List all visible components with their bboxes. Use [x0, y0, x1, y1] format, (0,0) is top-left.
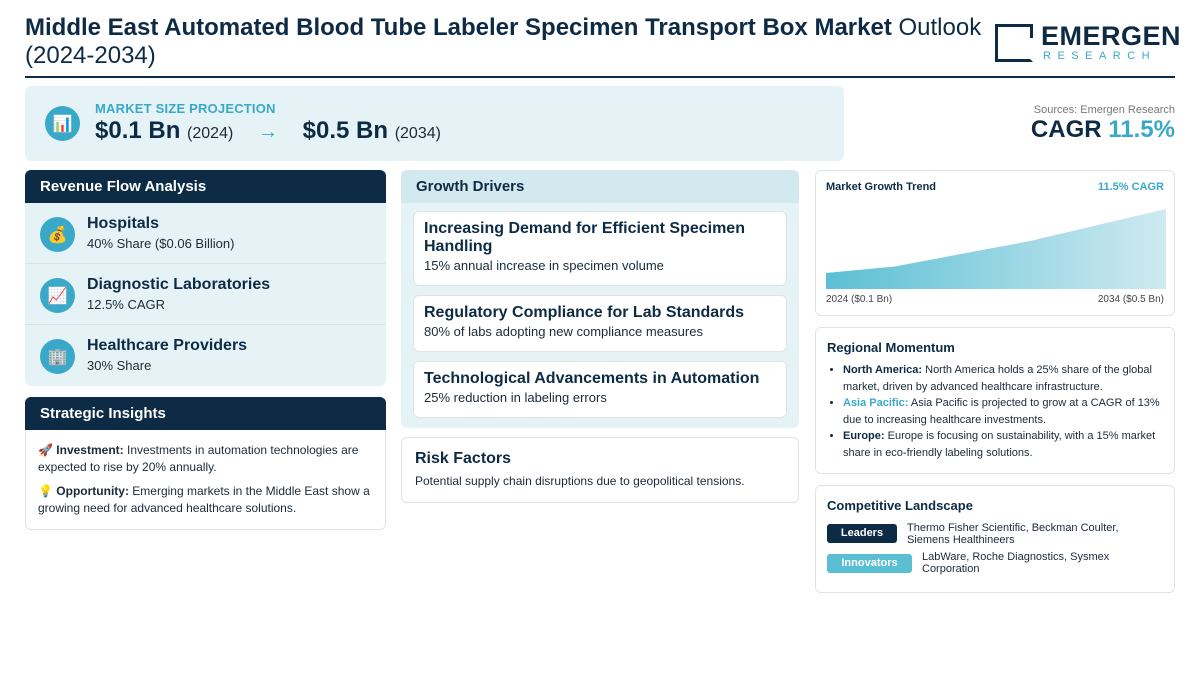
- region-name: Asia Pacific:: [843, 397, 909, 409]
- end-year: (2034): [394, 125, 441, 142]
- opportunity-text: Emerging markets in the Middle East show…: [38, 484, 370, 515]
- region-item: Asia Pacific: Asia Pacific is projected …: [843, 395, 1165, 428]
- revenue-item: 💰 Hospitals 40% Share ($0.06 Billion): [25, 203, 386, 264]
- competitive-landscape-panel: Competitive Landscape Leaders Thermo Fis…: [815, 485, 1175, 593]
- title-light: Outlook (2024-2034): [25, 14, 982, 69]
- bar-chart-icon: 📊: [45, 106, 80, 141]
- trend-up-icon: 📈: [40, 278, 75, 313]
- innovators-badge: Innovators: [827, 554, 912, 573]
- projection-values: $0.1 Bn (2024) → $0.5 Bn (2034): [95, 117, 441, 145]
- growth-driver-card: Technological Advancements in Automation…: [413, 361, 787, 418]
- driver-title: Technological Advancements in Automation: [424, 370, 760, 387]
- region-name: Europe:: [843, 430, 885, 442]
- revenue-item-detail: 40% Share ($0.06 Billion): [87, 236, 235, 251]
- revenue-item-detail: 12.5% CAGR: [87, 297, 166, 312]
- region-text: North America holds a 25% share of the g…: [843, 364, 1152, 393]
- driver-detail: 15% annual increase in specimen volume: [424, 258, 664, 273]
- leaders-list: Thermo Fisher Scientific, Beckman Coulte…: [907, 522, 1119, 546]
- region-list: North America: North America holds a 25%…: [843, 362, 1165, 461]
- revenue-item: 📈 Diagnostic Laboratories 12.5% CAGR: [25, 264, 386, 325]
- revenue-item-detail: 30% Share: [87, 358, 152, 373]
- cagr-value: 11.5%: [1108, 116, 1175, 143]
- regional-momentum-title: Regional Momentum: [827, 340, 955, 355]
- revenue-item: 🏢 Healthcare Providers 30% Share: [25, 325, 386, 386]
- building-icon: 🏢: [40, 339, 75, 374]
- risk-factors-detail: Potential supply chain disruptions due t…: [415, 474, 745, 488]
- growth-drivers-panel: Growth Drivers Increasing Demand for Eff…: [401, 170, 799, 428]
- logo-main-text: EMERGEN: [1041, 21, 1182, 51]
- projection-label: MARKET SIZE PROJECTION: [95, 101, 276, 116]
- driver-title: Regulatory Compliance for Lab Standards: [424, 304, 745, 321]
- revenue-item-name: Healthcare Providers: [87, 337, 248, 354]
- strategic-insights-title: Strategic Insights: [25, 397, 386, 430]
- title-bold: Middle East Automated Blood Tube Labeler…: [25, 14, 892, 41]
- driver-detail: 25% reduction in labeling errors: [424, 390, 607, 405]
- revenue-flow-panel: Revenue Flow Analysis 💰 Hospitals 40% Sh…: [25, 170, 386, 386]
- sources-note: Sources: Emergen Research: [1033, 104, 1175, 116]
- risk-factors-title: Risk Factors: [415, 450, 512, 467]
- trend-cagr: 11.5% CAGR: [1097, 181, 1164, 193]
- arrow-right-icon: →: [257, 121, 278, 143]
- growth-driver-card: Regulatory Compliance for Lab Standards …: [413, 295, 787, 352]
- trend-start-label: 2024 ($0.1 Bn): [826, 294, 893, 305]
- logo: EMERGEN RESEARCH: [995, 22, 1181, 64]
- cagr-label: CAGR: [1030, 116, 1102, 143]
- page-header: Middle East Automated Blood Tube Labeler…: [25, 14, 1181, 78]
- lightbulb-icon: 💡: [38, 484, 53, 498]
- revenue-item-name: Hospitals: [87, 215, 160, 232]
- money-bag-icon: 💰: [40, 217, 75, 252]
- trend-area: [826, 209, 1166, 289]
- region-text: Europe is focusing on sustainability, wi…: [843, 430, 1156, 459]
- innovators-list: LabWare, Roche Diagnostics, Sysmex Corpo…: [922, 551, 1110, 575]
- trend-area-chart: [826, 209, 1166, 289]
- regional-momentum-panel: Regional Momentum North America: North A…: [815, 327, 1175, 474]
- leaders-badge: Leaders: [827, 524, 897, 543]
- logo-sub-text: RESEARCH: [1043, 50, 1157, 62]
- revenue-flow-title: Revenue Flow Analysis: [25, 170, 386, 203]
- risk-factors-panel: Risk Factors Potential supply chain disr…: [401, 437, 799, 503]
- driver-title: Increasing Demand for Efficient Specimen…: [424, 220, 745, 255]
- region-item: North America: North America holds a 25%…: [843, 362, 1165, 395]
- start-value: $0.1 Bn: [95, 117, 181, 144]
- region-item: Europe: Europe is focusing on sustainabi…: [843, 428, 1165, 461]
- revenue-item-name: Diagnostic Laboratories: [87, 276, 271, 293]
- trend-title: Market Growth Trend: [826, 181, 937, 193]
- start-year: (2024): [187, 125, 234, 142]
- market-growth-trend-chart: Market Growth Trend 11.5% CAGR 2024 ($0.…: [815, 170, 1175, 316]
- cagr-summary: CAGR 11.5%: [1031, 116, 1175, 144]
- rocket-icon: 🚀: [38, 443, 53, 457]
- region-name: North America:: [843, 364, 923, 376]
- strategic-insights-body: 🚀 Investment: Investments in automation …: [26, 430, 385, 516]
- opportunity-label: Opportunity:: [56, 484, 129, 498]
- logo-mark: [995, 24, 1033, 62]
- investment-insight: 🚀 Investment: Investments in automation …: [38, 442, 373, 475]
- market-size-projection: 📊 MARKET SIZE PROJECTION $0.1 Bn (2024) …: [25, 86, 844, 161]
- growth-drivers-title: Growth Drivers: [401, 170, 799, 203]
- growth-driver-card: Increasing Demand for Efficient Specimen…: [413, 211, 787, 286]
- end-value: $0.5 Bn: [302, 117, 389, 144]
- investment-text: Investments in automation technologies a…: [38, 443, 359, 474]
- opportunity-insight: 💡 Opportunity: Emerging markets in the M…: [38, 483, 373, 516]
- page-title: Middle East Automated Blood Tube Labeler…: [25, 14, 995, 70]
- region-text: Asia Pacific is projected to grow at a C…: [843, 397, 1160, 426]
- strategic-insights-panel: Strategic Insights 🚀 Investment: Investm…: [25, 397, 386, 530]
- driver-detail: 80% of labs adopting new compliance meas…: [424, 324, 703, 339]
- competitive-landscape-title: Competitive Landscape: [827, 498, 973, 513]
- investment-label: Investment:: [56, 443, 124, 457]
- trend-end-label: 2034 ($0.5 Bn): [1097, 294, 1164, 305]
